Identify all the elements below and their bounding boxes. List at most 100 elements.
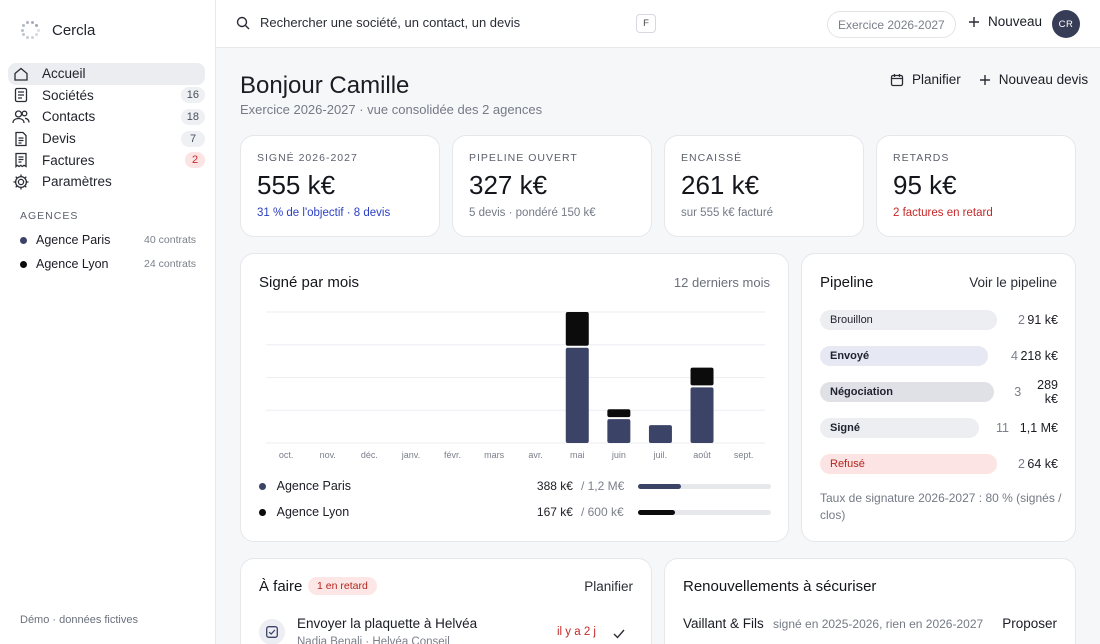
avatar[interactable]: CR xyxy=(1052,10,1080,38)
search-icon xyxy=(236,16,250,33)
plan-button[interactable]: Planifier xyxy=(890,72,961,87)
kpi-card-signe[interactable]: SIGNÉ 2026-2027 555 k€ 31 % de l'objecti… xyxy=(240,135,440,237)
agence-item-paris[interactable]: Agence Paris 40 contrats xyxy=(20,232,196,248)
legend-progress-bar xyxy=(638,509,771,515)
kpi-card-encaisse[interactable]: ENCAISSÉ 261 k€ sur 555 k€ facturé xyxy=(664,135,864,237)
stage-count: 2 xyxy=(1018,457,1025,471)
logo-dot xyxy=(34,23,38,27)
legend-name: Agence Lyon xyxy=(276,505,350,519)
legend-progress-fill xyxy=(638,483,681,489)
todo-plan-link[interactable]: Planifier xyxy=(584,579,633,594)
chart-title: Signé par mois xyxy=(259,274,360,291)
pipeline-stage-row[interactable]: Envoyé 4 218 k€ xyxy=(820,346,1058,366)
logo-dot xyxy=(36,28,40,32)
new-quote-button[interactable]: Nouveau devis xyxy=(979,72,1088,87)
view-pipeline-link[interactable]: Voir le pipeline xyxy=(969,275,1057,290)
stage-pill: Refusé xyxy=(820,454,997,474)
kpi-value: 95 k€ xyxy=(893,170,957,200)
bar-lyon[interactable] xyxy=(690,367,714,386)
legend-progress-fill xyxy=(638,509,676,515)
sidebar-item-factures[interactable]: Factures 2 xyxy=(8,149,205,171)
checkbox-icon xyxy=(266,626,278,638)
plus-icon xyxy=(969,16,979,27)
stage-amount: 91 k€ xyxy=(1027,313,1058,327)
sidebar-item-label: Paramètres xyxy=(42,174,112,190)
task-meta: Nadia Benali · Helvéa Conseil xyxy=(297,636,450,644)
legend-value: 388 k€ xyxy=(536,479,573,493)
plan-button-label: Planifier xyxy=(912,72,961,87)
chart-period: 12 derniers mois xyxy=(673,275,770,290)
todo-card: À faire 1 en retard Planifier Envoyer la… xyxy=(240,558,652,644)
agences-heading: AGENCES xyxy=(20,210,79,222)
agence-count: 24 contrats xyxy=(144,258,196,270)
topbar: Rechercher une société, un contact, un d… xyxy=(216,0,1100,48)
kpi-label: PIPELINE OUVERT xyxy=(469,152,578,164)
todo-title: À faire xyxy=(259,578,303,595)
kpi-card-pipeline[interactable]: PIPELINE OUVERT 327 k€ 5 devis · pondéré… xyxy=(452,135,652,237)
app-logo[interactable]: Cercla xyxy=(20,20,95,40)
stage-count: 2 xyxy=(1018,313,1025,327)
sidebar-item-parametres[interactable]: Paramètres xyxy=(8,171,205,193)
new-button-label: Nouveau xyxy=(988,14,1043,29)
pipeline-stage-row[interactable]: Brouillon 2 91 k€ xyxy=(820,310,1058,330)
legend-dot xyxy=(259,508,266,516)
kpi-label: ENCAISSÉ xyxy=(681,152,743,164)
count-badge: 18 xyxy=(180,108,205,125)
calendar-icon xyxy=(890,73,904,86)
logo-dot xyxy=(34,33,38,37)
legend-target: / 1,2 M€ xyxy=(580,479,625,493)
invoice-icon xyxy=(12,151,30,169)
count-badge: 16 xyxy=(180,87,205,104)
renewal-company[interactable]: Vaillant & Fils xyxy=(683,616,764,631)
sidebar-item-contacts[interactable]: Contacts 18 xyxy=(8,106,205,128)
bar-lyon[interactable] xyxy=(565,312,589,346)
renewal-note: signé en 2025-2026, rien en 2026-2027 xyxy=(773,617,984,631)
sidebar-item-societes[interactable]: Sociétés 16 xyxy=(8,85,205,107)
x-tick-label: juin xyxy=(611,450,626,460)
bar-paris[interactable] xyxy=(565,347,589,443)
sidebar-item-devis[interactable]: Devis 7 xyxy=(8,128,205,150)
stage-count: 11 xyxy=(996,421,1009,435)
kpi-label: RETARDS xyxy=(893,152,950,164)
legend-value: 167 k€ xyxy=(536,505,573,519)
logo-dot xyxy=(20,28,24,32)
kpi-value: 261 k€ xyxy=(681,170,760,200)
bar-paris[interactable] xyxy=(648,425,672,443)
search-shortcut-key: F xyxy=(636,14,656,33)
sidebar: Cercla Accueil Sociétés 16 Contacts 18 xyxy=(0,0,216,644)
logo-dot xyxy=(26,36,30,40)
pipeline-stage-row[interactable]: Signé 11 1,1 M€ xyxy=(820,418,1058,438)
kpi-card-retards[interactable]: RETARDS 95 k€ 2 factures en retard xyxy=(876,135,1076,237)
signed-chart-card: Signé par mois 12 derniers mois oct. nov.… xyxy=(240,253,789,542)
stage-count: 4 xyxy=(1011,349,1018,363)
page-title: Bonjour Camille xyxy=(240,72,410,99)
stage-amount: 289 k€ xyxy=(1037,378,1058,406)
propose-button[interactable]: Proposer xyxy=(1002,616,1057,631)
app-name: Cercla xyxy=(52,21,96,39)
pipeline-stage-row[interactable]: Négociation 3 289 k€ xyxy=(820,378,1058,406)
bar-lyon[interactable] xyxy=(607,409,631,418)
new-button[interactable]: Nouveau xyxy=(968,14,1042,29)
pipeline-stage-row[interactable]: Refusé 2 64 k€ xyxy=(820,454,1058,474)
task-icon[interactable] xyxy=(259,619,285,644)
kpi-value: 555 k€ xyxy=(257,170,336,200)
agence-item-lyon[interactable]: Agence Lyon 24 contrats xyxy=(20,256,196,272)
complete-task-icon[interactable] xyxy=(613,627,625,642)
bar-paris[interactable] xyxy=(607,419,631,443)
kpi-label: SIGNÉ 2026-2027 xyxy=(257,152,358,164)
sidebar-item-label: Contacts xyxy=(42,109,96,125)
bar-paris[interactable] xyxy=(690,387,714,443)
legend-progress-bar xyxy=(638,483,771,489)
kpi-value: 327 k€ xyxy=(469,170,548,200)
sidebar-item-label: Accueil xyxy=(42,66,86,82)
task-title[interactable]: Envoyer la plaquette à Helvéa xyxy=(297,616,478,631)
plus-icon xyxy=(979,74,990,85)
exercice-selector[interactable]: Exercice 2026-2027 xyxy=(827,11,956,38)
kpi-subtext: 2 factures en retard xyxy=(893,207,993,219)
sidebar-item-accueil[interactable]: Accueil xyxy=(8,63,205,85)
search-input[interactable]: Rechercher une société, un contact, un d… xyxy=(260,15,521,30)
sidebar-item-label: Devis xyxy=(42,131,76,147)
stage-pill: Envoyé xyxy=(820,346,988,366)
x-tick-label: sept. xyxy=(734,450,754,460)
signed-bar-chart: oct. nov. déc. janv. févr. mars avr. mai juin jui… xyxy=(266,311,765,460)
